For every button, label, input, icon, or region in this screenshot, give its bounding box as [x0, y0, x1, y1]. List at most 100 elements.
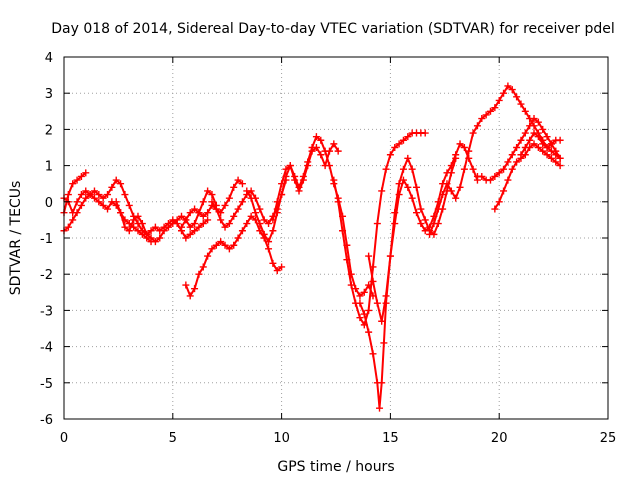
- data-point: [278, 180, 286, 188]
- data-point: [225, 245, 233, 253]
- data-point: [391, 144, 399, 151]
- data-point: [282, 165, 290, 173]
- data-point: [543, 144, 551, 151]
- data-point: [530, 129, 538, 137]
- y-tick-label: 0: [45, 196, 53, 211]
- data-point: [191, 227, 199, 235]
- data-point: [365, 306, 373, 314]
- data-point: [478, 172, 486, 180]
- data-point: [404, 154, 412, 162]
- data-point: [247, 212, 255, 220]
- data-point: [495, 169, 503, 177]
- y-tick-label: -6: [40, 413, 53, 428]
- series-line: [332, 132, 426, 328]
- data-point: [508, 86, 516, 94]
- y-tick-label: -2: [40, 268, 53, 283]
- data-point: [495, 198, 503, 206]
- data-point: [125, 201, 133, 209]
- data-point: [380, 339, 388, 347]
- data-point: [164, 223, 172, 231]
- series-line: [184, 214, 283, 299]
- data-point: [343, 256, 351, 264]
- data-point: [508, 165, 516, 173]
- series-arc-13: [426, 82, 564, 238]
- data-point: [121, 223, 129, 231]
- data-point: [99, 201, 107, 209]
- data-point: [395, 191, 403, 199]
- data-point: [77, 191, 85, 199]
- data-point: [191, 220, 199, 228]
- data-point: [417, 220, 425, 228]
- data-point: [308, 144, 316, 151]
- data-point: [386, 151, 394, 159]
- data-point: [365, 252, 373, 260]
- series-arc-6: [182, 212, 286, 300]
- data-point: [360, 288, 368, 296]
- data-point: [547, 140, 555, 148]
- data-point: [378, 187, 386, 195]
- data-point: [269, 227, 277, 235]
- data-point: [439, 191, 447, 199]
- data-point: [104, 205, 112, 213]
- data-point: [413, 209, 421, 217]
- data-point: [134, 212, 142, 220]
- data-point: [204, 252, 212, 260]
- data-point: [64, 191, 72, 199]
- data-point: [69, 180, 77, 188]
- x-tick-label: 10: [273, 431, 290, 446]
- data-point: [430, 220, 438, 228]
- series-arc-14: [473, 115, 564, 184]
- data-point: [217, 238, 225, 246]
- data-point: [265, 220, 273, 228]
- data-point: [243, 187, 251, 195]
- data-point: [399, 165, 407, 173]
- data-point: [421, 129, 429, 137]
- data-point: [513, 158, 521, 166]
- data-point: [73, 176, 81, 184]
- data-point: [521, 129, 529, 137]
- data-point: [221, 201, 229, 209]
- data-point: [208, 198, 216, 206]
- data-point: [121, 191, 129, 199]
- data-point: [352, 285, 360, 293]
- data-point: [356, 292, 364, 300]
- data-point: [291, 172, 299, 180]
- data-point: [443, 169, 451, 177]
- data-point: [434, 205, 442, 213]
- data-point: [138, 220, 146, 228]
- data-point: [147, 234, 155, 242]
- data-point: [178, 212, 186, 220]
- data-point: [86, 191, 94, 199]
- data-point: [95, 191, 103, 199]
- data-point: [77, 201, 85, 209]
- data-point: [399, 136, 407, 144]
- data-point: [104, 191, 112, 199]
- data-point: [356, 299, 364, 307]
- data-point: [534, 118, 542, 126]
- data-point: [539, 125, 547, 133]
- data-point: [504, 82, 512, 90]
- data-point: [191, 205, 199, 213]
- data-point: [195, 270, 203, 278]
- data-point: [543, 133, 551, 141]
- data-point: [82, 194, 90, 202]
- data-point: [543, 151, 551, 159]
- data-point: [256, 220, 264, 228]
- data-point: [552, 158, 560, 166]
- data-point: [426, 230, 434, 238]
- y-tick-label: -5: [40, 377, 53, 392]
- data-point: [552, 147, 560, 155]
- data-point: [556, 136, 564, 144]
- data-point: [230, 212, 238, 220]
- data-point: [365, 328, 373, 336]
- series-line: [493, 142, 561, 210]
- data-point: [513, 93, 521, 101]
- data-point: [482, 111, 490, 119]
- data-point: [500, 165, 508, 173]
- data-point: [238, 180, 246, 188]
- data-point: [378, 317, 386, 325]
- data-point: [456, 183, 464, 191]
- data-point: [526, 122, 534, 130]
- y-tick-label: -4: [40, 341, 53, 356]
